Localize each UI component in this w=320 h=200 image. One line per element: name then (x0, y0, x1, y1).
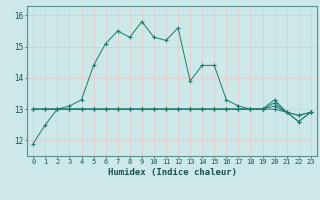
X-axis label: Humidex (Indice chaleur): Humidex (Indice chaleur) (108, 168, 236, 177)
